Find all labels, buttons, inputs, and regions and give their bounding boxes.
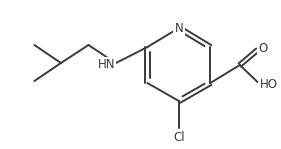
Text: HO: HO — [259, 77, 277, 90]
Text: HN: HN — [98, 59, 115, 72]
Text: Cl: Cl — [173, 131, 185, 144]
Text: O: O — [259, 42, 268, 55]
Text: N: N — [175, 21, 183, 35]
